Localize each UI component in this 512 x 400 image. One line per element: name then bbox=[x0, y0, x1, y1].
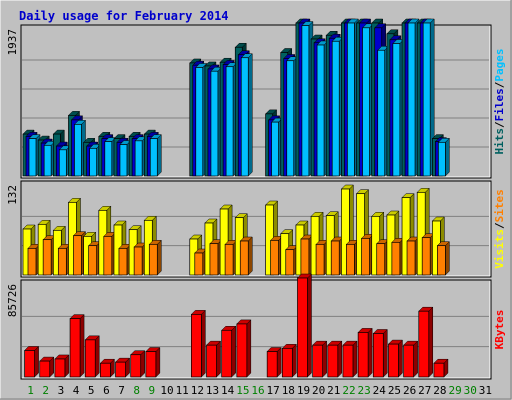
day-label: 23 bbox=[358, 384, 371, 397]
bar-pages-day-27 bbox=[422, 18, 435, 177]
day-label: 5 bbox=[88, 384, 95, 397]
series-label: / bbox=[493, 81, 506, 88]
day-label: 8 bbox=[133, 384, 140, 397]
day-label: 27 bbox=[418, 384, 431, 397]
bar-sites-day-15 bbox=[239, 236, 253, 276]
bar-kbytes-day-9 bbox=[145, 346, 161, 378]
series-label: KBytes bbox=[493, 310, 506, 350]
day-label: 26 bbox=[403, 384, 416, 397]
bar-kbytes-day-18 bbox=[281, 343, 297, 378]
series-label: / bbox=[493, 222, 506, 229]
bar-kbytes-day-26 bbox=[403, 340, 419, 378]
series-label: Sites bbox=[493, 189, 506, 222]
day-label: 16 bbox=[251, 384, 264, 397]
day-label: 22 bbox=[342, 384, 355, 397]
day-label: 29 bbox=[448, 384, 461, 397]
bar-kbytes-day-15 bbox=[236, 319, 252, 378]
bar-kbytes-day-27 bbox=[418, 306, 434, 378]
day-label: 31 bbox=[479, 384, 492, 397]
bar-kbytes-day-14 bbox=[221, 325, 237, 378]
y-max-label: 132 bbox=[6, 185, 19, 205]
series-label: Hits bbox=[493, 128, 506, 155]
bar-kbytes-day-5 bbox=[84, 335, 100, 378]
bar-kbytes-day-23 bbox=[357, 327, 373, 378]
bar-kbytes-day-24 bbox=[372, 328, 388, 378]
bar-kbytes-day-7 bbox=[114, 357, 131, 378]
y-max-label: 1937 bbox=[6, 29, 19, 56]
day-label: 18 bbox=[282, 384, 295, 397]
bar-kbytes-day-2 bbox=[39, 356, 55, 378]
day-label: 1 bbox=[27, 384, 34, 397]
bar-kbytes-day-20 bbox=[312, 340, 328, 378]
panel-series-labels: KBytes bbox=[493, 310, 506, 350]
bar-kbytes-day-1 bbox=[23, 345, 40, 378]
day-label: 20 bbox=[312, 384, 325, 397]
bar-kbytes-day-21 bbox=[327, 340, 343, 378]
bar-kbytes-day-25 bbox=[387, 339, 404, 378]
y-max-label: 85726 bbox=[6, 284, 19, 317]
bar-kbytes-day-4 bbox=[69, 314, 85, 378]
day-label: 25 bbox=[388, 384, 401, 397]
bar-kbytes-day-28 bbox=[433, 358, 449, 378]
panel-visits-sites: 132 Visits/Sites bbox=[6, 180, 506, 278]
chart-panels: 1937Hits/Files/Pages132Visits/Sites85726… bbox=[6, 18, 506, 380]
bar-sites-day-13 bbox=[209, 239, 223, 276]
day-label: 10 bbox=[160, 384, 173, 397]
panel-series-labels: Hits/Files/Pages bbox=[493, 49, 506, 155]
day-label: 19 bbox=[297, 384, 310, 397]
bar-kbytes-day-19 bbox=[296, 273, 313, 378]
bar-pages-day-15 bbox=[240, 53, 253, 177]
day-label: 12 bbox=[191, 384, 204, 397]
day-label: 7 bbox=[118, 384, 125, 397]
day-label: 15 bbox=[236, 384, 249, 397]
panel-kbytes: 85726 KBytes bbox=[6, 273, 506, 380]
bar-kbytes-day-22 bbox=[342, 340, 358, 378]
day-label: 30 bbox=[464, 384, 477, 397]
bar-pages-day-9 bbox=[149, 133, 162, 177]
bar-kbytes-day-3 bbox=[54, 354, 70, 378]
day-label: 17 bbox=[267, 384, 280, 397]
bar-kbytes-day-13 bbox=[205, 340, 222, 378]
day-label: 4 bbox=[73, 384, 80, 397]
bar-kbytes-day-8 bbox=[130, 350, 146, 378]
bar-sites-day-28 bbox=[436, 241, 450, 276]
bar-kbytes-day-6 bbox=[99, 358, 115, 378]
series-label: Files bbox=[493, 88, 506, 121]
day-label: 24 bbox=[373, 384, 387, 397]
x-axis-day-labels: 1 2 3 4 5 6 7 8 9 10 11 12 13 14 15 16 17 18 19 20 21 22 23 24 2… bbox=[27, 384, 492, 397]
series-label: Visits bbox=[493, 229, 506, 269]
series-label: Pages bbox=[493, 49, 506, 82]
bar-sites-day-9 bbox=[148, 239, 162, 276]
chart-title: Daily usage for February 2014 bbox=[19, 9, 229, 23]
day-label: 13 bbox=[206, 384, 219, 397]
day-label: 9 bbox=[149, 384, 156, 397]
day-label: 14 bbox=[221, 384, 235, 397]
day-label: 21 bbox=[327, 384, 340, 397]
day-label: 3 bbox=[58, 384, 65, 397]
bar-pages-day-28 bbox=[437, 137, 450, 177]
day-label: 2 bbox=[42, 384, 49, 397]
bar-kbytes-day-17 bbox=[266, 346, 282, 378]
day-label: 11 bbox=[176, 384, 189, 397]
day-label: 28 bbox=[433, 384, 446, 397]
day-label: 6 bbox=[103, 384, 110, 397]
series-label: / bbox=[493, 121, 506, 128]
panel-series-labels: Visits/Sites bbox=[493, 189, 506, 269]
bar-kbytes-day-12 bbox=[190, 309, 206, 378]
